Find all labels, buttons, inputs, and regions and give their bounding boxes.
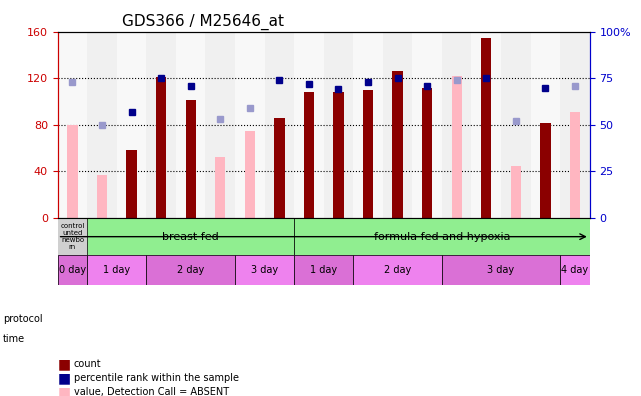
Bar — [87, 218, 294, 255]
Bar — [245, 131, 255, 218]
Bar — [531, 32, 560, 218]
Text: ■: ■ — [58, 371, 71, 385]
Bar — [146, 32, 176, 218]
Bar — [206, 32, 235, 218]
Bar — [560, 32, 590, 218]
Text: breast fed: breast fed — [162, 232, 219, 242]
Text: time: time — [3, 333, 26, 344]
Bar — [176, 32, 206, 218]
Bar — [97, 175, 107, 218]
Bar — [156, 77, 166, 218]
Bar — [235, 32, 265, 218]
Bar — [294, 218, 590, 255]
Bar — [442, 255, 560, 285]
Text: count: count — [74, 359, 101, 369]
Bar — [304, 92, 314, 218]
Bar — [58, 32, 87, 218]
Bar — [412, 32, 442, 218]
Bar — [324, 32, 353, 218]
Bar — [126, 150, 137, 218]
Bar — [422, 88, 432, 218]
Text: 2 day: 2 day — [384, 265, 412, 275]
Bar — [146, 255, 235, 285]
Bar — [570, 112, 580, 218]
Text: 0 day: 0 day — [59, 265, 86, 275]
Text: ■: ■ — [58, 385, 71, 396]
Bar — [363, 90, 373, 218]
Bar — [442, 32, 472, 218]
Bar — [265, 32, 294, 218]
Text: 1 day: 1 day — [310, 265, 337, 275]
Text: 3 day: 3 day — [488, 265, 515, 275]
Bar — [451, 76, 462, 218]
Bar — [392, 71, 403, 218]
Text: GDS366 / M25646_at: GDS366 / M25646_at — [122, 14, 283, 30]
Bar — [87, 255, 146, 285]
Bar — [215, 158, 226, 218]
Text: ■: ■ — [58, 357, 71, 371]
Bar — [472, 32, 501, 218]
Bar — [540, 122, 551, 218]
Bar — [511, 166, 521, 218]
Text: protocol: protocol — [3, 314, 43, 324]
Bar — [560, 255, 590, 285]
Text: percentile rank within the sample: percentile rank within the sample — [74, 373, 238, 383]
Bar — [294, 255, 353, 285]
Bar — [67, 125, 78, 218]
Text: formula fed and hypoxia: formula fed and hypoxia — [374, 232, 510, 242]
Bar — [58, 255, 87, 285]
Bar — [58, 218, 87, 255]
Bar — [235, 255, 294, 285]
Bar — [353, 255, 442, 285]
Bar — [383, 32, 412, 218]
Bar — [501, 32, 531, 218]
Bar — [294, 32, 324, 218]
Bar — [274, 118, 285, 218]
Bar — [117, 32, 146, 218]
Bar — [353, 32, 383, 218]
Bar — [87, 32, 117, 218]
Text: 2 day: 2 day — [177, 265, 204, 275]
Bar — [333, 92, 344, 218]
Text: 4 day: 4 day — [562, 265, 588, 275]
Text: value, Detection Call = ABSENT: value, Detection Call = ABSENT — [74, 387, 229, 396]
Text: 1 day: 1 day — [103, 265, 130, 275]
Text: 3 day: 3 day — [251, 265, 278, 275]
Bar — [185, 101, 196, 218]
Text: control
unted
newbo
rn: control unted newbo rn — [60, 223, 85, 250]
Bar — [481, 38, 492, 218]
